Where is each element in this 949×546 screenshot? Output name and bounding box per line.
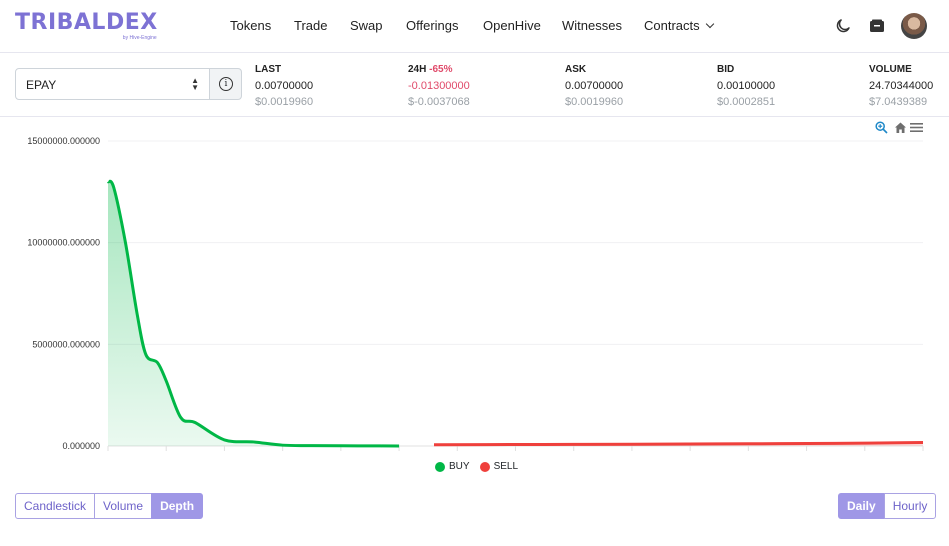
stat-last: LAST 0.00700000 $0.0019960: [255, 62, 313, 110]
stat-volume-usd: $7.0439389: [869, 96, 928, 108]
home-icon[interactable]: [894, 121, 907, 134]
wallet-icon[interactable]: [869, 18, 885, 34]
logo-subtitle: by Hive-Engine: [122, 35, 157, 41]
stat-24h-value: -0.01300000: [408, 80, 470, 92]
tab-volume[interactable]: Volume: [94, 493, 153, 519]
y-tick-label: 10000000.000000: [27, 238, 100, 248]
tribaldex-logo[interactable]: TRIBALDEX by Hive-Engine: [15, 10, 158, 41]
legend-buy-dot: [435, 461, 445, 472]
token-select-value: EPAY: [26, 78, 57, 92]
stat-24h-label-row: 24H -65%: [408, 62, 470, 78]
stat-volume: VOLUME 24.70344000 $7.0439389: [869, 62, 933, 110]
stat-bid-value: 0.00100000: [717, 80, 776, 92]
nav-contracts-label: Contracts: [644, 18, 700, 33]
stat-bid: BID 0.00100000 $0.0002851: [717, 62, 775, 110]
stat-bid-usd: $0.0002851: [717, 96, 776, 108]
legend-sell-dot: [479, 461, 490, 472]
nav-witnesses[interactable]: Witnesses: [562, 18, 622, 33]
nav-tokens[interactable]: Tokens: [230, 18, 272, 33]
legend-buy[interactable]: BUY: [435, 461, 470, 472]
chevron-down-icon: [705, 19, 714, 29]
y-tick-label: 0.000000: [62, 441, 100, 451]
tab-hourly[interactable]: Hourly: [883, 493, 937, 519]
stat-24h-pct: -65%: [429, 64, 453, 75]
y-tick-label: 5000000.000000: [32, 339, 100, 349]
nav-openhive[interactable]: OpenHive: [483, 18, 541, 33]
stat-24h: 24H -65% -0.01300000 $-0.0037068: [408, 62, 470, 110]
stat-last-label: LAST: [255, 64, 282, 75]
token-info-button[interactable]: i: [209, 68, 242, 100]
stat-ask: ASK 0.00700000 $0.0019960: [565, 62, 623, 110]
select-arrows-icon: ▲ ▼: [191, 76, 199, 92]
stat-last-usd: $0.0019960: [255, 96, 314, 108]
tab-depth[interactable]: Depth: [151, 493, 204, 519]
stat-ask-usd: $0.0019960: [565, 96, 624, 108]
info-icon: i: [219, 77, 233, 91]
top-navbar: TRIBALDEX by Hive-Engine Tokens Trade Sw…: [0, 0, 949, 53]
stat-bid-label: BID: [717, 64, 735, 75]
tab-daily[interactable]: Daily: [838, 493, 885, 519]
nav-swap[interactable]: Swap: [350, 18, 383, 33]
zoom-in-icon[interactable]: [875, 121, 888, 134]
stat-volume-value: 24.70344000: [869, 80, 934, 92]
stat-24h-usd: $-0.0037068: [408, 96, 470, 108]
nav-trade[interactable]: Trade: [294, 18, 328, 33]
menu-icon[interactable]: [910, 121, 923, 134]
avatar[interactable]: [901, 13, 927, 39]
logo-text: TRIBALDEX: [15, 10, 158, 35]
nav-contracts[interactable]: Contracts: [644, 18, 714, 33]
depth-chart: 15000000.000000 10000000.000000 5000000.00…: [0, 116, 949, 482]
tab-candlestick[interactable]: Candlestick: [15, 493, 96, 519]
chart-legend: BUY SELL: [435, 461, 518, 472]
legend-buy-label: BUY: [449, 461, 470, 472]
legend-sell[interactable]: SELL: [479, 461, 519, 472]
moon-icon[interactable]: [834, 17, 852, 35]
y-tick-label: 15000000.000000: [27, 136, 100, 146]
legend-sell-label: SELL: [493, 461, 519, 472]
stat-volume-label: VOLUME: [869, 64, 912, 75]
chart-type-tabs: Candlestick Volume Depth: [15, 493, 204, 519]
stat-ask-label: ASK: [565, 64, 587, 75]
nav-offerings[interactable]: Offerings: [406, 18, 459, 33]
stat-ask-value: 0.00700000: [565, 80, 624, 92]
buy-area: [108, 181, 400, 446]
buy-series-line: [106, 179, 400, 448]
depth-chart-plot: 15000000.000000 10000000.000000 5000000.00…: [27, 136, 924, 451]
token-select[interactable]: EPAY ▲ ▼: [15, 68, 210, 100]
stat-24h-label: 24H: [408, 64, 427, 75]
interval-tabs: Daily Hourly: [838, 493, 937, 519]
stat-last-value: 0.00700000: [255, 80, 314, 92]
sell-series-line: [433, 441, 924, 447]
